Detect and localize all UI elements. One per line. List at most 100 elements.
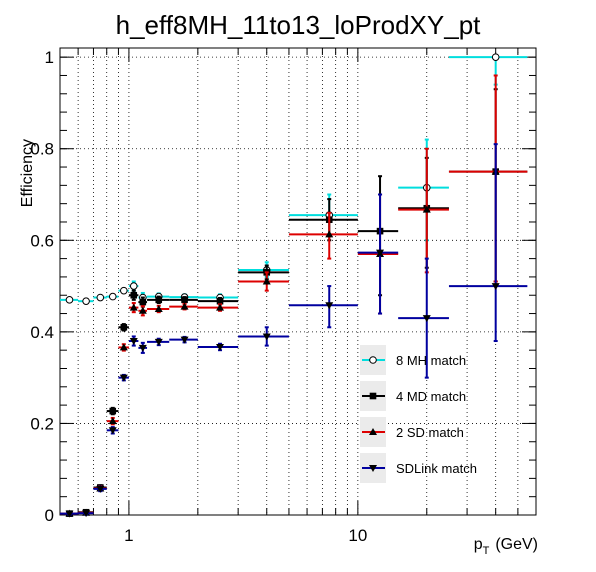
data-point	[138, 305, 148, 317]
plot-frame	[59, 47, 537, 516]
data-marker	[138, 344, 147, 352]
data-point	[106, 292, 119, 301]
y-tick-label: 0.6	[30, 231, 54, 250]
data-marker	[154, 338, 163, 346]
data-marker	[491, 53, 500, 61]
data-marker	[180, 302, 189, 310]
data-marker	[120, 323, 128, 331]
data-marker	[130, 291, 138, 299]
data-marker	[129, 303, 138, 311]
data-marker	[138, 306, 147, 314]
x-axis-label-main: p	[474, 536, 483, 553]
data-marker	[109, 407, 117, 415]
data-marker	[65, 296, 74, 304]
data-point	[448, 143, 528, 343]
data-point	[169, 296, 198, 304]
legend-entry: 2 SD match	[360, 417, 464, 447]
data-point	[93, 293, 107, 302]
data-marker	[96, 485, 105, 493]
data-marker	[325, 230, 334, 238]
data-point	[128, 335, 139, 347]
x-tick-labels: 1 10	[124, 526, 367, 545]
data-point	[93, 485, 107, 493]
y-tick-label: 0.8	[30, 140, 54, 159]
data-point	[147, 295, 170, 305]
data-marker	[120, 286, 128, 295]
legend-entry: 4 MD match	[360, 381, 466, 411]
x-axis-label-sub: T	[483, 545, 490, 557]
legend-swatch-marker	[369, 465, 377, 472]
data-point	[197, 342, 239, 352]
data-marker	[216, 303, 225, 311]
data-marker	[119, 343, 128, 351]
data-marker	[108, 417, 117, 425]
data-point	[238, 271, 289, 292]
data-marker	[82, 297, 90, 305]
data-point	[197, 303, 239, 312]
y-tick-labels: 0 0.2 0.4 0.6 0.8 1	[30, 48, 54, 525]
data-series	[60, 53, 528, 518]
data-point	[106, 426, 119, 435]
legend-entry: SDLink match	[360, 453, 477, 483]
data-marker	[262, 277, 271, 285]
data-point	[147, 337, 170, 347]
chart-title: h_eff8MH_11to13_loProdXY_pt	[116, 10, 482, 40]
data-point	[60, 510, 79, 518]
data-marker	[376, 249, 385, 257]
data-point	[78, 297, 94, 305]
legend-label: 4 MD match	[396, 389, 466, 404]
legend-label: 2 SD match	[396, 425, 464, 440]
data-point	[118, 323, 129, 332]
legend-label: SDLink match	[396, 461, 477, 476]
data-point	[128, 280, 139, 292]
data-marker	[139, 298, 147, 306]
data-marker	[155, 296, 163, 304]
legend-label: 8 MH match	[396, 353, 466, 368]
data-marker	[216, 343, 225, 351]
data-point	[118, 343, 129, 352]
data-marker	[422, 315, 431, 323]
data-point	[118, 373, 129, 382]
data-point	[106, 416, 119, 426]
data-point	[357, 193, 399, 315]
data-marker	[119, 374, 128, 382]
data-point	[169, 335, 198, 344]
legend-swatch-marker	[369, 392, 377, 400]
legend: 8 MH match 4 MD match 2 SD match SDLink mat…	[360, 345, 477, 483]
x-axis-label-unit: (GeV)	[495, 536, 538, 553]
data-point	[288, 211, 358, 260]
data-point	[238, 326, 289, 347]
data-point	[60, 296, 79, 304]
data-marker	[82, 510, 91, 518]
data-point	[128, 289, 139, 301]
data-marker	[154, 304, 163, 312]
y-tick-label: 0	[45, 506, 54, 525]
data-point	[147, 304, 170, 314]
y-tick-label: 1	[45, 48, 54, 67]
data-point	[138, 296, 148, 308]
data-marker	[216, 297, 224, 305]
data-point	[118, 286, 129, 295]
y-tick-label: 0.2	[30, 414, 54, 433]
data-marker	[180, 336, 189, 344]
legend-swatch-marker	[369, 428, 377, 435]
data-marker	[65, 510, 74, 518]
data-point	[169, 302, 198, 311]
data-marker	[422, 205, 431, 213]
data-point	[128, 302, 139, 314]
x-tick-label: 1	[124, 526, 133, 545]
y-tick-label: 0.4	[30, 323, 54, 342]
data-point	[106, 406, 119, 416]
data-point	[288, 285, 358, 329]
data-marker	[108, 292, 117, 301]
x-tick-label: 10	[348, 526, 367, 545]
data-marker	[129, 282, 138, 290]
data-marker	[491, 283, 500, 291]
data-point	[78, 510, 94, 518]
data-marker	[108, 427, 117, 435]
series-sdlink-match	[60, 143, 528, 518]
legend-swatch-marker	[369, 356, 377, 364]
legend-entry: 8 MH match	[360, 345, 466, 375]
data-marker	[262, 333, 271, 341]
